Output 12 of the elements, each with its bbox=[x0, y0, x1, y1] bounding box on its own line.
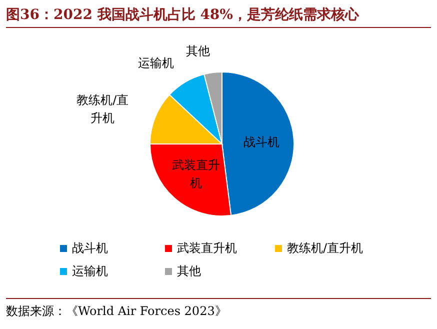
chart-title: 图36：2022 我国战斗机占比 48%，是芳纶纸需求核心 bbox=[6, 6, 431, 28]
slice-label: 其他 bbox=[186, 42, 210, 60]
slice-label: 武装直升机 bbox=[170, 156, 221, 192]
slice-label: 运输机 bbox=[138, 55, 174, 72]
legend-label: 运输机 bbox=[72, 263, 108, 280]
slice-label: 教练机/直升机 bbox=[76, 92, 130, 128]
legend-label: 武装直升机 bbox=[177, 240, 237, 257]
source-note: 数据来源：《World Air Forces 2023》 bbox=[6, 303, 228, 320]
legend-label: 教练机/直升机 bbox=[287, 240, 364, 257]
slice-label: 战斗机 bbox=[244, 134, 280, 150]
legend-label: 其他 bbox=[177, 263, 201, 280]
legend-label: 战斗机 bbox=[72, 240, 108, 257]
